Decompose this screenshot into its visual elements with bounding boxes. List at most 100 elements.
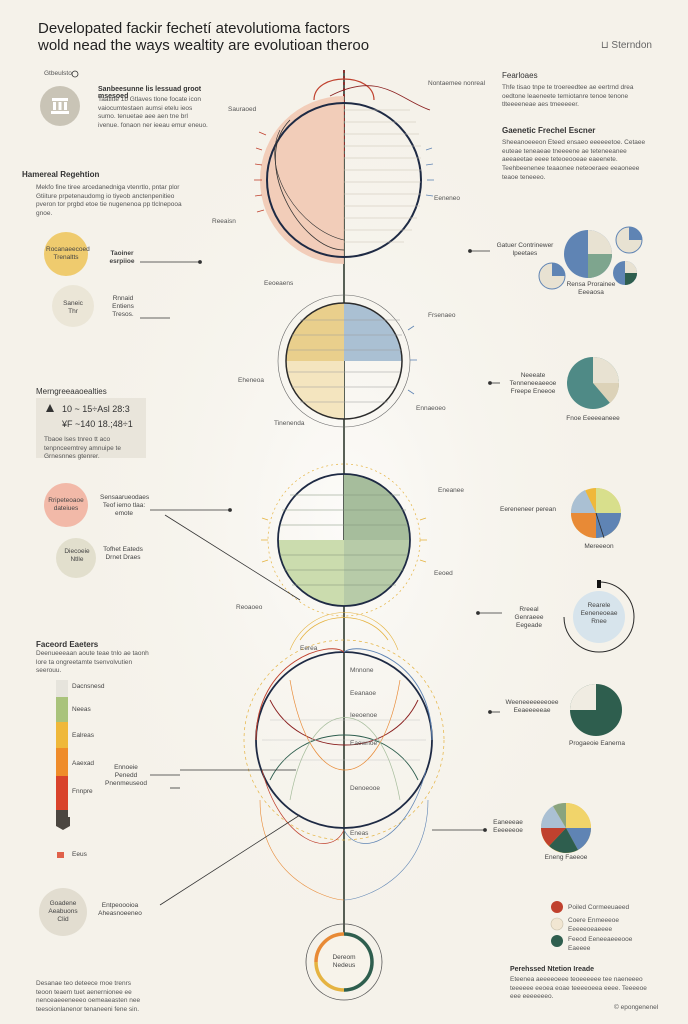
bar-segment-2 [56,697,68,722]
pie3-caption: Mereeeon [584,543,614,550]
circle-2-q1 [286,303,344,361]
bottom-circle-label: Dereom Nedeus [332,954,356,969]
pie-5 [540,802,592,853]
center-label-right-3: Frsenaeo [428,312,456,319]
bottom-ring-seg-3 [314,961,345,992]
pie5-label: Eaneeeae Eeeeeeoe [493,819,523,834]
pie2-label: Neeeate Tenneneeaeeoe Freepe Eneeoe [509,372,557,395]
top-block-text: Taatitte 1b Gtlaves tlone focate icon va… [98,96,208,129]
right-top-text: Thfe tisao tnpe te troereedtee ae eertrn… [502,84,634,108]
stats-text: Tbaoe lses tnreo tt aco tenpnceemtrey am… [44,436,121,460]
bar-segment-1 [56,680,68,697]
bubble2-label: Saneic Thr [63,300,83,315]
legend-label-1: Poiled Cormeeuaeed [568,904,630,911]
legend-dot-3 [551,935,563,947]
connectors-right [432,249,502,832]
top-icon-label: Gtbeulsto [44,70,72,77]
bar-label-2: Neeas [72,706,91,713]
bottom-bubble [39,888,87,936]
bottom-ring-seg-4 [314,932,345,963]
pie2-caption: Fnoe Eeeeeaneee [566,415,620,422]
bottom-circle [305,923,383,1001]
connectors-left [140,260,301,906]
legend-dot-1 [551,901,563,913]
bottom-circle-outer [305,923,383,1001]
stats-up-icon [46,404,54,412]
pie5-caption: Eneng Faeeoe [544,854,588,861]
pie1-label: Gatuer Contrinewer lpeetaes [496,242,554,257]
center-label-right-5: Eneanee [438,487,465,494]
tick-marks-blue [407,147,434,395]
brand-label: Sterndon [611,40,652,51]
bar-segment-3 [56,722,68,748]
bubble3-side: Sensaarueodaes Teof iemo tlaa: emote [100,494,150,517]
right-section2-heading: Gaenetic Frechel Escner [502,126,596,135]
bar-segment-5 [56,776,68,810]
stat-2: ¥F ~140 18.;48÷1 [62,419,133,429]
right-top-heading: Fearloaes [502,71,538,80]
center-label-right-1: Nontaemee nonreal [428,80,486,87]
ring-label: Rearele Eeneneoeae Rnee [580,602,618,625]
bubble4-label: Diecoeie Ntlle [64,548,90,563]
stats-box [36,398,146,458]
circle-2 [277,294,411,428]
top-block-heading: Sanbeesunne lis lessuad groot msesoed [98,86,202,100]
bubble-1 [44,232,88,276]
left-footer-text: Desanae teo deteece rnoe trenrs teoon te… [36,980,141,1013]
right-section2-text: Sheeanoeeeon Eteed ensaeo eeeeeetoe. Cet… [502,139,646,163]
circle-2-halo [277,294,411,428]
bottom-ring-seg-1 [343,932,374,963]
right-footer-heading: Perehssed Ntetion Ireade [510,966,595,973]
bubble4-side: Tofhet Eateds Drnet Draes [103,546,143,561]
bar-label-6: Eeus [72,851,87,858]
center-label-right-9: Eneas [350,830,369,837]
center-label-left-7: Eerea [300,645,318,652]
pie4-caption: Progaeoie Eanerna [568,740,625,747]
ring-chart [563,580,635,653]
ring-side-label: Rreeal Genraeee Eegeade [514,606,544,629]
circle-3-outline [277,473,411,607]
pie3-label: Eereneneer perean [499,506,556,513]
pie-4 [570,684,622,736]
section1-text: Mekfo fine tiree arcedanedniga vtenrtlo,… [36,184,182,217]
center-label-left-4: Eheneoa [238,377,265,384]
right-footer-text: Eteenea aeeeeoeee teoeeeeee tee naeneeeo… [510,976,647,1000]
center-label-left-1: Sauraoed [228,106,257,113]
stats-heading: Merngreeaaoealties [36,387,107,396]
bottom-ring-seg-2 [343,961,374,992]
center-label-right-8: Denoeooe [350,785,380,792]
pie-3 [570,488,621,539]
bar-segment-6 [56,810,68,818]
legend-label-3: Feeod Eeneeaeeeooe Eaeeee [568,936,633,952]
legend-dot-2 [550,917,564,931]
eeus-swatch [57,852,64,858]
center-label-left-3: Eeoeaens [264,280,294,287]
center-label-right-4: Ennaeoeo [416,405,446,412]
top-arc [313,78,375,101]
stat-1: 10 ~ 15÷Asl 28:3 [62,404,130,414]
bubble1-label: Rocanaeecoed Trenaltts [46,246,90,261]
bubble-2 [52,285,94,327]
pie1-caption: Rensa Prorainee Eeeaosa [566,281,616,296]
bubble-4 [56,538,96,578]
circle-3-q2 [278,540,344,606]
center-label-left-10: Ieeoenoe [350,712,378,719]
center-label-left-2: Reeaisn [212,218,236,225]
bar-annotation: Ennoeie Penedd Pnenmeuseod [105,764,147,787]
circle-2-q3 [286,361,344,419]
credit-text: © epongenenel [614,1004,659,1011]
center-label-left-9: Eeanaoe [350,690,377,697]
circle-2-q2 [344,303,402,361]
title-line-1: Developated fackir fechetí atevolutioma … [38,20,350,37]
circle-3-q1 [344,474,410,540]
pie-2 [567,357,620,409]
center-label-right-2: Eeneneo [434,195,461,202]
circle-1 [260,85,431,264]
bottom-bubble-side: Entpeoooioa Aheasnoeeneo [98,902,142,917]
pie4-label: Weeneeeeeeeoee Eeaeeeeeae [505,699,559,714]
tick-marks-yellow [261,517,427,563]
bar-label-1: Dacnsnesd [72,683,105,690]
bar-label-3: Ealreas [72,732,95,739]
bottom-bubble-label: Goadene Aeabuons Clid [48,900,78,923]
